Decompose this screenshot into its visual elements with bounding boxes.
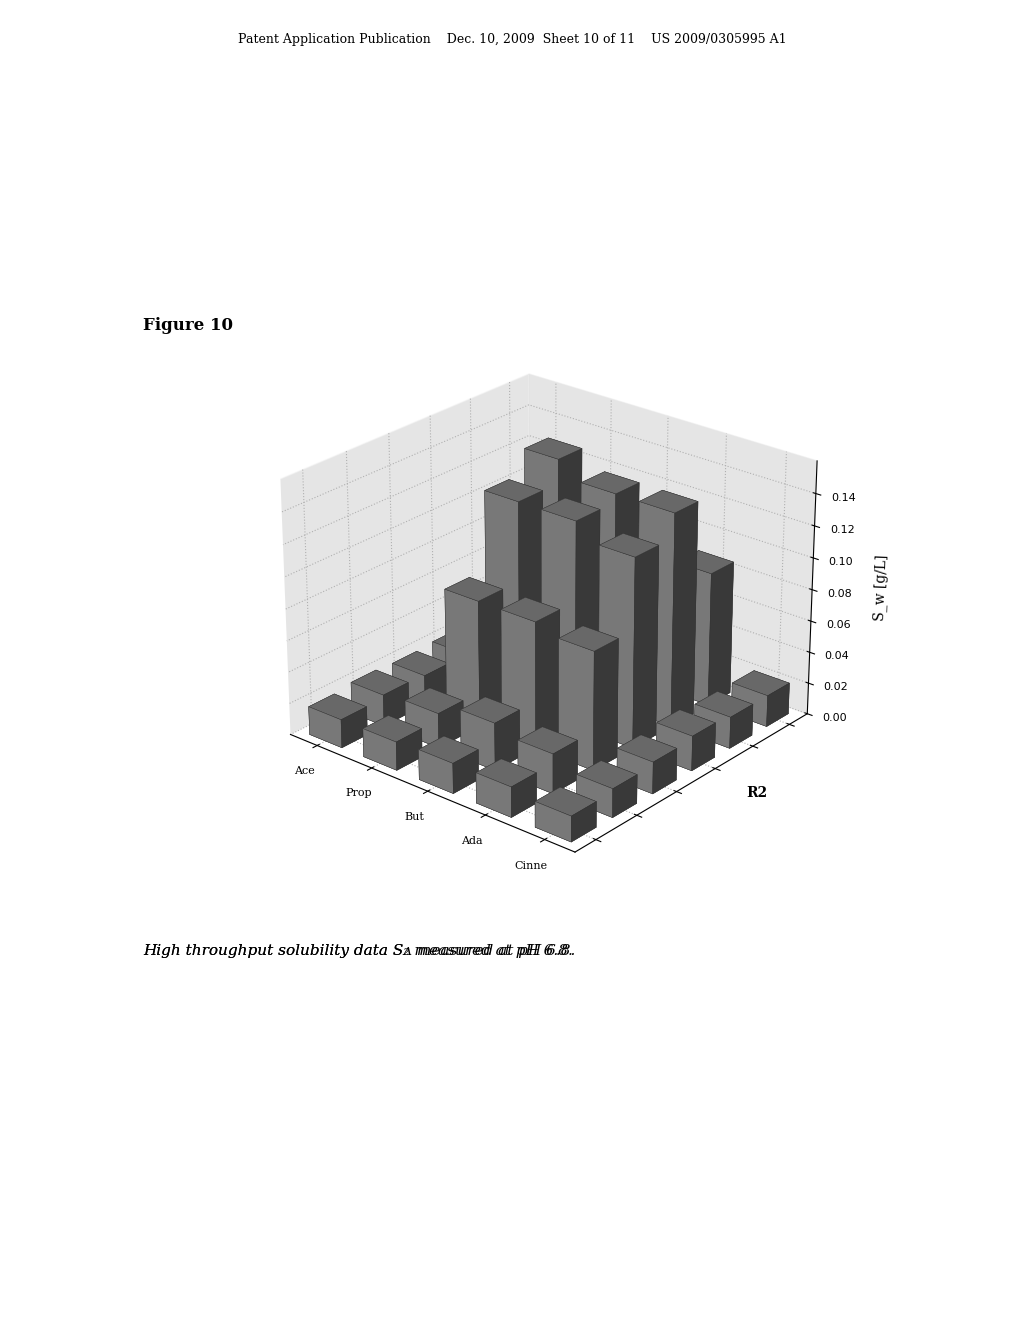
Text: Figure 10: Figure 10 bbox=[143, 317, 233, 334]
Text: High throughput solubility data Sᴧ measured at pH 6.8.: High throughput solubility data Sᴧ measu… bbox=[143, 944, 575, 958]
Text: Patent Application Publication    Dec. 10, 2009  Sheet 10 of 11    US 2009/03059: Patent Application Publication Dec. 10, … bbox=[238, 33, 786, 46]
Text: High throughput solubility data S₂ measured at pH 6.8.: High throughput solubility data S₂ measu… bbox=[143, 944, 573, 958]
